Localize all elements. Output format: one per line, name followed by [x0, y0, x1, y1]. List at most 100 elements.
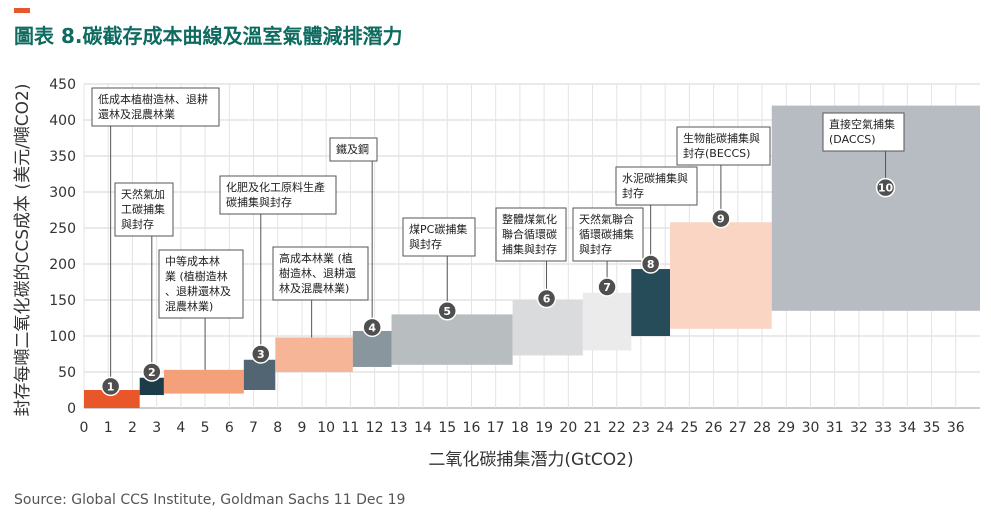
cost-segment-bar — [582, 292, 632, 351]
segment-number-marker — [100, 376, 121, 397]
x-tick-label: 20 — [559, 420, 577, 436]
callout-box — [822, 112, 905, 152]
segment-number-marker — [437, 301, 457, 321]
callout-label: 樹造林、退耕還 — [279, 266, 356, 280]
callout-label: 天然氣聯合 — [579, 212, 634, 226]
callout-label: 碳捕集與封存 — [226, 195, 292, 209]
x-tick-label: 3 — [152, 420, 161, 436]
y-tick-label: 100 — [49, 329, 76, 345]
source-note: Source: Global CCS Institute, Goldman Sa… — [14, 492, 406, 508]
x-tick-label: 32 — [850, 420, 868, 436]
x-tick-label: 30 — [802, 420, 820, 436]
x-tick-label: 11 — [341, 420, 359, 436]
segment-number-label: 4 — [368, 321, 376, 334]
segment-number-marker — [536, 288, 557, 309]
title-accent-bar — [14, 8, 30, 13]
chart-title: 圖表 8.碳截存成本曲線及溫室氣體減排潛力 — [14, 24, 403, 48]
y-tick-label: 50 — [58, 365, 76, 381]
x-tick-label: 0 — [80, 420, 89, 436]
callout-label: 直接空氣捕集 — [829, 117, 895, 131]
x-tick-label: 25 — [680, 420, 698, 436]
callout-label: 、退耕還林及 — [165, 284, 231, 298]
y-axis-title: 封存每噸二氧化碳的CCS成本 (美元/噸CO2) — [13, 84, 33, 417]
callout-box — [114, 182, 174, 237]
segment-number-label: 1 — [107, 380, 115, 393]
y-tick-label: 400 — [49, 113, 76, 129]
callout-label: 混農林業) — [165, 299, 213, 313]
y-tick-label: 350 — [49, 149, 76, 165]
callout-box — [219, 175, 337, 215]
x-tick-label: 12 — [366, 420, 384, 436]
segment-number-marker — [711, 208, 731, 229]
x-tick-label: 5 — [201, 420, 210, 436]
x-tick-label: 4 — [176, 420, 185, 436]
callout-box — [329, 137, 378, 162]
x-tick-label: 6 — [225, 420, 234, 436]
x-tick-label: 29 — [777, 420, 795, 436]
x-tick-label: 22 — [608, 420, 626, 436]
x-tick-label: 33 — [874, 420, 892, 436]
x-tick-label: 17 — [487, 420, 505, 436]
y-tick-label: 150 — [49, 293, 76, 309]
segment-number-label: 5 — [443, 305, 451, 318]
callout-label: 聯合循環碳 — [502, 227, 557, 241]
callout-label: 整體煤氣化 — [502, 212, 557, 226]
cost-segments — [84, 105, 980, 408]
cost-segment-bar — [243, 359, 276, 390]
x-tick-label: 36 — [947, 420, 965, 436]
callout-label: 業 (植樹造林 — [165, 269, 228, 283]
callout-box — [91, 87, 220, 127]
callout-label: 封存 — [622, 186, 644, 200]
y-tick-label: 450 — [49, 77, 76, 93]
x-tick-label: 23 — [632, 420, 650, 436]
callout-label: 封存(BECCS) — [683, 146, 750, 160]
segment-number-marker — [251, 344, 271, 364]
callout-label: 中等成本林 — [165, 254, 220, 268]
callout-box — [615, 166, 698, 206]
x-tick-label: 31 — [826, 420, 844, 436]
segment-number-label: 2 — [148, 366, 156, 379]
x-tick-label: 2 — [128, 420, 137, 436]
callout-label: 捕集與封存 — [502, 242, 557, 256]
segment-number-label: 3 — [257, 348, 265, 361]
x-tick-label: 26 — [705, 420, 723, 436]
callout-box — [402, 217, 476, 257]
callout-label: 煤PC碳捕集 — [409, 222, 467, 236]
x-tick-label: 27 — [729, 420, 747, 436]
x-tick-label: 28 — [753, 420, 771, 436]
x-tick-label: 14 — [414, 420, 432, 436]
callout-label: 與封存 — [409, 237, 442, 251]
x-tick-label: 34 — [898, 420, 916, 436]
segment-number-marker — [875, 177, 896, 198]
segment-number-marker — [597, 277, 617, 297]
x-tick-label: 9 — [297, 420, 306, 436]
y-tick-label: 0 — [67, 401, 76, 417]
x-tick-label: 24 — [656, 420, 674, 436]
segment-number-label: 8 — [647, 258, 655, 271]
callout-label: 低成本植樹造林、退耕 — [98, 92, 208, 106]
x-tick-label: 15 — [438, 420, 456, 436]
x-tick-label: 10 — [317, 420, 335, 436]
cost-segment-bar — [512, 300, 583, 356]
cost-segment-bar — [391, 314, 513, 365]
callout-box — [572, 207, 644, 262]
y-tick-label: 250 — [49, 221, 76, 237]
x-tick-label: 35 — [923, 420, 941, 436]
x-tick-label: 16 — [463, 420, 481, 436]
x-tick-label: 1 — [104, 420, 113, 436]
callout-label: 水泥碳捕集與 — [622, 171, 688, 185]
callout-box — [272, 246, 369, 301]
callout-label: 化肥及化工原料生產 — [226, 180, 325, 194]
segment-number-label: 7 — [603, 281, 611, 294]
segment-number-marker — [640, 254, 661, 274]
y-tick-label: 200 — [49, 257, 76, 273]
cost-segment-bar — [670, 222, 772, 329]
callout-label: 工碳捕集 — [121, 202, 165, 216]
x-tick-label: 21 — [584, 420, 602, 436]
segment-number-marker — [362, 317, 382, 338]
segment-number-label: 9 — [717, 213, 725, 226]
x-axis-title: 二氧化碳捕集潛力(GtCO2) — [428, 450, 633, 470]
x-tick-label: 13 — [390, 420, 408, 436]
